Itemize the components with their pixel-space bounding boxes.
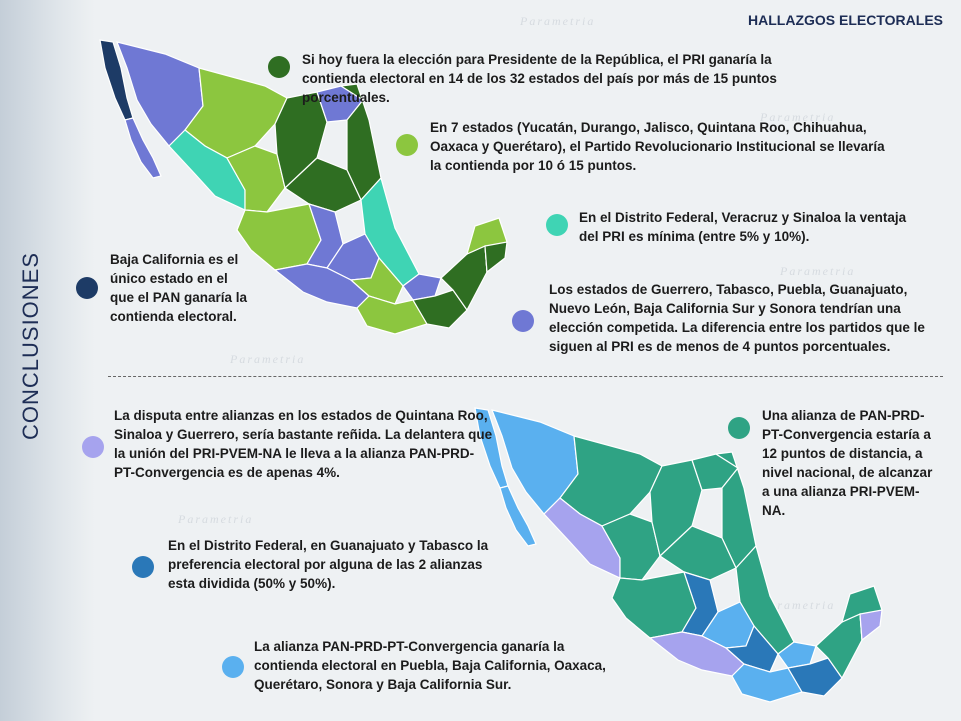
map-mexico-party-results <box>99 39 508 335</box>
section-divider <box>108 376 943 377</box>
legend-dot-sea-green <box>728 417 750 439</box>
legend-dot-navy <box>76 277 98 299</box>
legend-dot-light-green <box>396 134 418 156</box>
legend-dot-lavender <box>82 436 104 458</box>
map-mexico-alliance-results <box>474 407 883 703</box>
finding-text: Una alianza de PAN-PRD-PT-Convergencia e… <box>762 408 933 518</box>
finding-text: Si hoy fuera la elección para Presidente… <box>302 52 777 105</box>
finding-text: En 7 estados (Yucatán, Durango, Jalisco,… <box>430 120 885 173</box>
finding-text: Los estados de Guerrero, Tabasco, Puebla… <box>549 282 925 354</box>
legend-dot-teal <box>546 214 568 236</box>
finding-text: Baja California es el único estado en el… <box>110 252 248 324</box>
watermark: Parametria <box>230 352 306 366</box>
finding-text: La disputa entre alianzas en los estados… <box>114 408 493 480</box>
watermark: Parametria <box>178 512 254 526</box>
watermark: Parametria <box>760 598 836 612</box>
watermark: Parametria <box>780 264 856 278</box>
sidebar-panel <box>0 0 95 721</box>
section-title: CONCLUSIONES <box>18 251 43 440</box>
page-header: HALLAZGOS ELECTORALES <box>748 12 943 28</box>
watermark: Parametria <box>760 110 836 124</box>
finding-text: En el Distrito Federal, Veracruz y Sinal… <box>579 210 907 244</box>
finding-text: La alianza PAN-PRD-PT-Convergencia ganar… <box>254 639 606 692</box>
legend-dot-sky-blue <box>222 656 244 678</box>
legend-dot-dark-green <box>268 56 290 78</box>
watermark: Parametria <box>520 14 596 28</box>
legend-dot-steel-blue <box>132 556 154 578</box>
finding-text: En el Distrito Federal, en Guanajuato y … <box>168 538 489 591</box>
legend-dot-periwinkle <box>512 310 534 332</box>
